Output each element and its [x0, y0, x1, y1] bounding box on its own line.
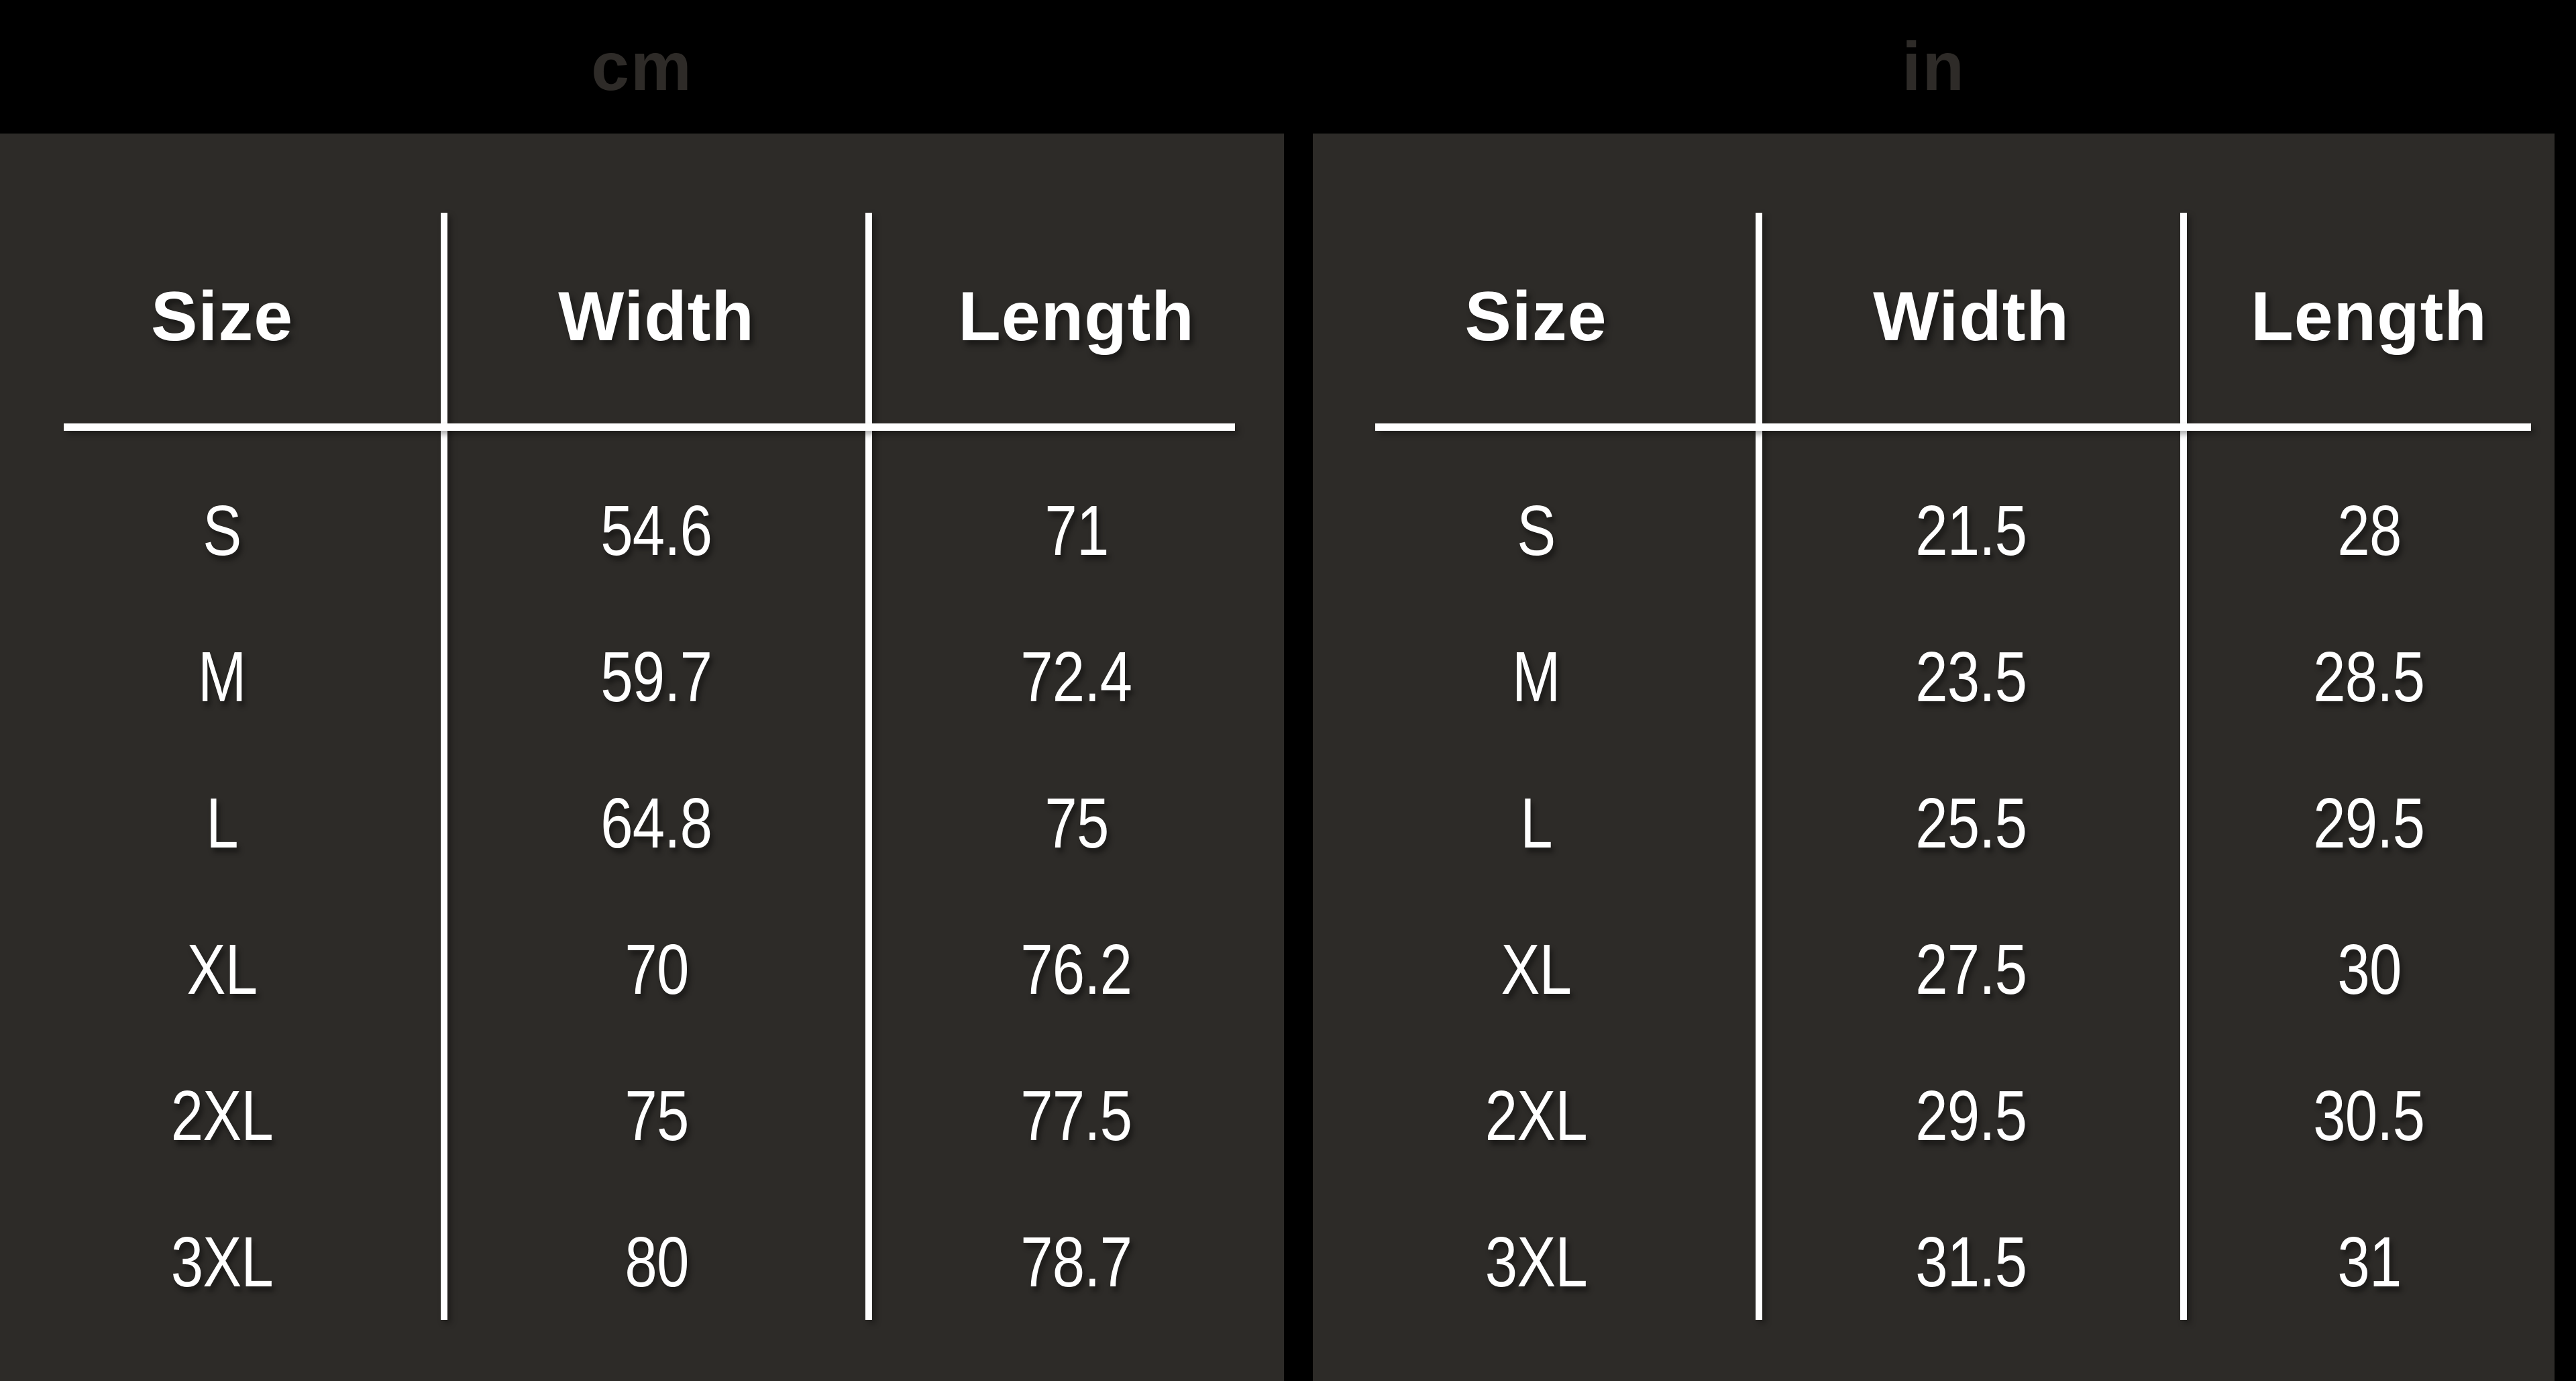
- length-cell: 76.2: [1020, 929, 1133, 1009]
- size-cell: S: [1516, 491, 1556, 570]
- column-header-width: Width: [1873, 277, 2070, 356]
- column-header-width: Width: [558, 277, 755, 356]
- column-header-length: Length: [958, 277, 1195, 356]
- column-header-size: Size: [150, 277, 294, 356]
- column-header-size: Size: [1464, 277, 1607, 356]
- width-cell: 59.7: [600, 637, 713, 717]
- table-body: S 21.5 28 M 23.5 28.5 L 25.5 29.5 XL 27.…: [1313, 458, 2555, 1335]
- unit-label-in: in: [1902, 28, 1966, 105]
- size-cell: L: [1519, 783, 1552, 863]
- column-header-length: Length: [2251, 277, 2487, 356]
- width-cell: 29.5: [1915, 1076, 2028, 1156]
- table-body: S 54.6 71 M 59.7 72.4 L 64.8 75 XL 70 76…: [0, 458, 1284, 1335]
- length-cell: 72.4: [1020, 637, 1133, 717]
- size-cell: 3XL: [170, 1222, 274, 1302]
- length-cell: 78.7: [1020, 1222, 1133, 1302]
- length-cell: 28.5: [2313, 637, 2426, 717]
- length-cell: 30: [2337, 929, 2402, 1009]
- length-cell: 71: [1044, 491, 1109, 570]
- size-table-in: Size Width Length S 21.5 28 M 23.5 28.5 …: [1313, 134, 2555, 1381]
- table-header-row: Size Width Length: [0, 134, 1284, 427]
- length-cell: 28: [2337, 491, 2402, 570]
- length-cell: 30.5: [2313, 1076, 2426, 1156]
- width-cell: 54.6: [600, 491, 713, 570]
- width-cell: 23.5: [1915, 637, 2028, 717]
- size-cell: M: [1511, 637, 1560, 717]
- width-cell: 31.5: [1915, 1222, 2028, 1302]
- size-cell: S: [203, 491, 241, 570]
- length-cell: 75: [1044, 783, 1109, 863]
- header-divider: [64, 423, 1235, 431]
- size-cell: 2XL: [170, 1076, 274, 1156]
- column-divider: [1756, 213, 1762, 1320]
- width-cell: 64.8: [600, 783, 713, 863]
- length-cell: 77.5: [1020, 1076, 1133, 1156]
- table-header-row: Size Width Length: [1313, 134, 2555, 427]
- unit-label-cm: cm: [591, 28, 693, 105]
- length-cell: 29.5: [2313, 783, 2426, 863]
- size-cell: 3XL: [1485, 1222, 1587, 1302]
- size-cell: M: [198, 637, 246, 717]
- width-cell: 25.5: [1915, 783, 2028, 863]
- size-cell: XL: [1501, 929, 1571, 1009]
- size-cell: XL: [186, 929, 258, 1009]
- column-divider: [2180, 213, 2187, 1320]
- width-cell: 75: [624, 1076, 689, 1156]
- width-cell: 70: [624, 929, 689, 1009]
- width-cell: 80: [624, 1222, 689, 1302]
- width-cell: 27.5: [1915, 929, 2028, 1009]
- length-cell: 31: [2337, 1222, 2402, 1302]
- width-cell: 21.5: [1915, 491, 2028, 570]
- size-cell: L: [206, 783, 238, 863]
- header-divider: [1375, 423, 2531, 431]
- column-divider: [441, 213, 447, 1320]
- size-table-cm: Size Width Length S 54.6 71 M 59.7 72.4 …: [0, 134, 1284, 1381]
- size-cell: 2XL: [1485, 1076, 1587, 1156]
- column-divider: [865, 213, 872, 1320]
